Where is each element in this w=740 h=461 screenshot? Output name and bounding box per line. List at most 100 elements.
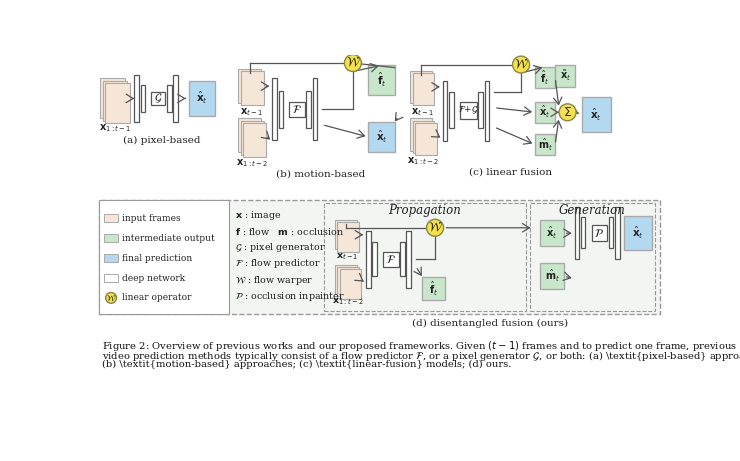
Bar: [591, 225, 607, 241]
Text: $\mathcal{F}$: $\mathcal{F}$: [386, 254, 396, 266]
Text: $\hat{\mathbf{x}}_t$: $\hat{\mathbf{x}}_t$: [591, 106, 602, 123]
Bar: [535, 67, 555, 89]
Text: $\mathcal{W}$: $\mathcal{W}$: [514, 58, 528, 71]
Text: $\hat{\mathbf{m}}_t$: $\hat{\mathbf{m}}_t$: [545, 268, 559, 284]
Bar: [104, 214, 118, 222]
Bar: [100, 78, 125, 118]
Bar: [98, 200, 229, 314]
Text: Figure 2: Overview of previous works and our proposed frameworks. Given $(t-1)$ : Figure 2: Overview of previous works and…: [102, 339, 737, 353]
Bar: [189, 81, 215, 116]
Text: (c) linear fusion: (c) linear fusion: [469, 168, 552, 177]
Bar: [335, 265, 357, 294]
Circle shape: [513, 56, 530, 73]
Text: $\hat{\mathbf{f}}_t$: $\hat{\mathbf{f}}_t$: [429, 280, 438, 298]
Text: $\hat{\mathbf{x}}_t$: $\hat{\mathbf{x}}_t$: [376, 129, 388, 145]
Text: $\hat{\mathbf{x}}_t$: $\hat{\mathbf{x}}_t$: [539, 104, 551, 120]
Bar: [366, 231, 371, 288]
Bar: [406, 231, 411, 288]
Bar: [460, 102, 477, 119]
Text: final prediction: final prediction: [122, 254, 192, 263]
Text: $\mathcal{G}$: $\mathcal{G}$: [154, 92, 163, 105]
Bar: [400, 242, 405, 276]
Text: $\mathcal{W}$ : flow warper: $\mathcal{W}$ : flow warper: [235, 274, 313, 287]
Bar: [372, 242, 377, 276]
Text: $\hat{\mathbf{x}}_t$: $\hat{\mathbf{x}}_t$: [196, 90, 208, 106]
Bar: [105, 83, 130, 123]
Bar: [413, 73, 434, 106]
Bar: [337, 267, 359, 296]
Text: $\mathcal{W}$: $\mathcal{W}$: [106, 293, 116, 302]
Bar: [383, 252, 399, 267]
Bar: [535, 101, 555, 123]
Text: $\mathbf{f}$ : flow   $\mathbf{m}$ : occlusion: $\mathbf{f}$ : flow $\mathbf{m}$ : occlu…: [235, 226, 344, 237]
Bar: [103, 81, 127, 121]
Circle shape: [344, 54, 361, 71]
Text: $\hat{\mathbf{m}}_t$: $\hat{\mathbf{m}}_t$: [537, 136, 553, 153]
Text: linear operator: linear operator: [122, 293, 192, 302]
Text: (b) \textit{motion-based} approaches; (c) \textit{linear-fusion} models; (d) our: (b) \textit{motion-based} approaches; (c…: [102, 360, 511, 369]
Text: (b) motion-based: (b) motion-based: [276, 169, 365, 178]
Bar: [104, 274, 118, 283]
Text: $\hat{\mathbf{f}}_t$: $\hat{\mathbf{f}}_t$: [540, 69, 550, 87]
Text: $\mathbf{x}$ : image: $\mathbf{x}$ : image: [235, 209, 281, 222]
Bar: [340, 269, 361, 299]
Bar: [312, 78, 317, 140]
Text: $\mathcal{W}$: $\mathcal{W}$: [428, 221, 443, 234]
Text: $\mathbf{x}_{t-1}$: $\mathbf{x}_{t-1}$: [336, 252, 359, 262]
Bar: [141, 84, 145, 112]
Bar: [574, 207, 579, 260]
Text: $\hat{\mathbf{f}}_t$: $\hat{\mathbf{f}}_t$: [377, 71, 386, 89]
Text: $\mathcal{P}$: $\mathcal{P}$: [594, 227, 605, 239]
Bar: [369, 122, 394, 152]
Bar: [413, 121, 434, 153]
Text: $\mathcal{W}$: $\mathcal{W}$: [346, 57, 360, 70]
Circle shape: [559, 104, 576, 121]
Bar: [422, 277, 445, 300]
Bar: [540, 263, 564, 290]
Text: $\mathcal{G}$ : pixel generator: $\mathcal{G}$ : pixel generator: [235, 241, 326, 254]
Text: $\Sigma$: $\Sigma$: [563, 106, 572, 119]
Bar: [272, 78, 277, 140]
Text: input frames: input frames: [122, 214, 181, 223]
Text: $\hat{\mathbf{x}}_t$: $\hat{\mathbf{x}}_t$: [632, 225, 644, 241]
Bar: [104, 234, 118, 242]
Bar: [306, 91, 311, 128]
Text: Generation: Generation: [559, 204, 626, 217]
Text: (d) disentangled fusion (ours): (d) disentangled fusion (ours): [411, 319, 568, 328]
Bar: [369, 65, 394, 95]
Bar: [335, 220, 357, 249]
Text: $\hat{\mathbf{x}}_t$: $\hat{\mathbf{x}}_t$: [546, 225, 558, 241]
Bar: [278, 91, 283, 128]
Text: $\mathcal{F}$ : flow predictor: $\mathcal{F}$ : flow predictor: [235, 258, 320, 271]
Bar: [582, 97, 611, 132]
Text: $\mathbf{x}_{1:t-2}$: $\mathbf{x}_{1:t-2}$: [236, 157, 269, 169]
Text: $\mathbf{x}_{t-1}$: $\mathbf{x}_{t-1}$: [411, 106, 434, 118]
Bar: [173, 75, 178, 122]
Bar: [410, 118, 432, 151]
Text: $\mathcal{F}$+$\mathcal{G}$: $\mathcal{F}$+$\mathcal{G}$: [458, 105, 479, 116]
Text: $\mathcal{P}$ : occlusion inpainter: $\mathcal{P}$ : occlusion inpainter: [235, 290, 345, 303]
Text: $\mathbf{x}_{1:t-2}$: $\mathbf{x}_{1:t-2}$: [407, 156, 440, 167]
Bar: [152, 92, 165, 106]
Bar: [135, 75, 139, 122]
Bar: [581, 217, 585, 248]
Bar: [615, 207, 619, 260]
Bar: [530, 203, 655, 311]
Text: Propagation: Propagation: [388, 204, 462, 217]
Bar: [479, 92, 483, 128]
Bar: [289, 101, 305, 117]
Text: deep network: deep network: [122, 274, 185, 283]
Text: intermediate output: intermediate output: [122, 234, 215, 242]
Bar: [415, 123, 437, 155]
Bar: [98, 200, 660, 314]
Bar: [608, 217, 613, 248]
Bar: [624, 216, 652, 250]
Text: $\tilde{\mathbf{x}}_t$: $\tilde{\mathbf{x}}_t$: [559, 69, 571, 83]
Text: $\mathbf{x}_{t-1}$: $\mathbf{x}_{t-1}$: [240, 106, 263, 118]
Bar: [337, 222, 359, 252]
Bar: [238, 69, 261, 103]
Bar: [167, 84, 172, 112]
Bar: [540, 220, 564, 246]
Text: $\mathcal{F}$: $\mathcal{F}$: [292, 103, 302, 115]
Bar: [410, 71, 432, 103]
